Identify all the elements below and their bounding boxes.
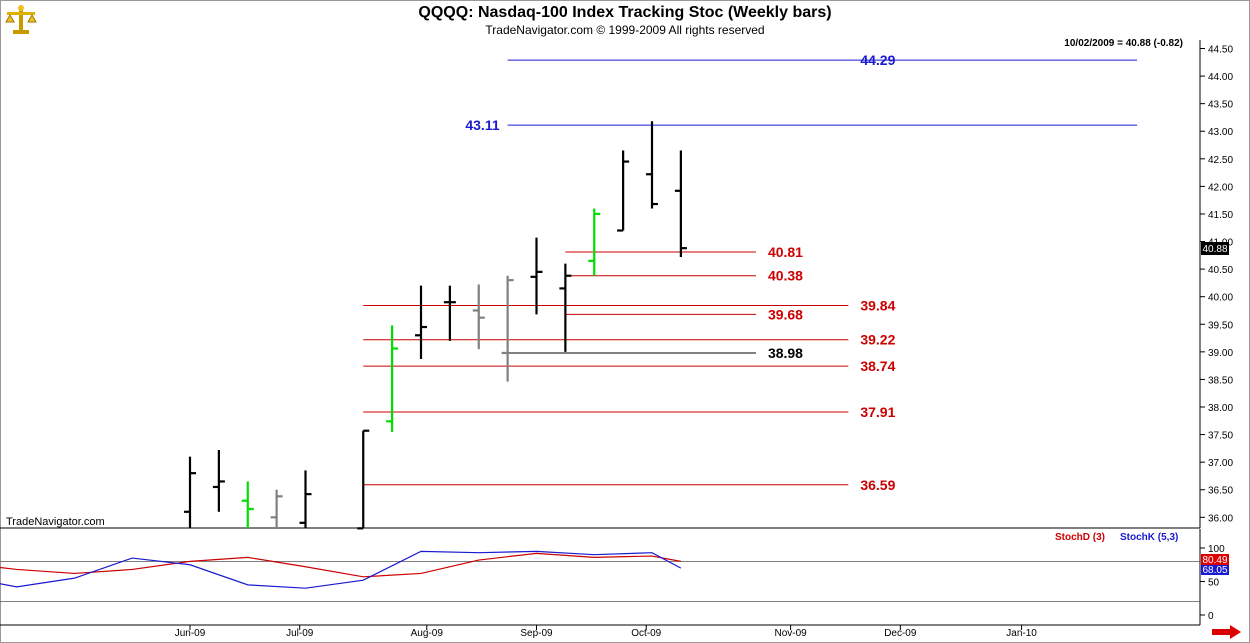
- stoch-series-line: [0, 552, 681, 578]
- last-bar-info: 10/02/2009 = 40.88 (-0.82): [1064, 38, 1183, 49]
- level-label-37.91: 37.91: [860, 404, 895, 420]
- level-label-40.81: 40.81: [768, 244, 803, 260]
- price-tick-label: 41.50: [1208, 210, 1233, 221]
- price-bar: [184, 456, 196, 528]
- price-bar: [472, 284, 485, 350]
- price-bar: [386, 325, 399, 432]
- level-lines: 44.29 43.11 40.81 40.38 39.84 39.68 39.22 38.98…: [363, 52, 1138, 493]
- price-bar: [241, 481, 254, 528]
- date-tick-label: Dec-09: [884, 628, 917, 639]
- scales-logo-icon: [5, 5, 37, 34]
- date-tick-label: Sep-09: [520, 628, 553, 639]
- chart-subtitle: TradeNavigator.com © 1999-2009 All right…: [485, 23, 765, 37]
- watermark: TradeNavigator.com: [6, 516, 105, 528]
- svg-text:68.05: 68.05: [1202, 565, 1227, 576]
- date-tick-label: Aug-09: [411, 628, 444, 639]
- price-tick-label: 37.00: [1208, 458, 1233, 469]
- price-bar: [530, 237, 543, 315]
- date-tick-label: Jul-09: [286, 628, 314, 639]
- price-tick-label: 39.50: [1208, 320, 1233, 331]
- price-tick-label: 44.50: [1208, 45, 1233, 56]
- price-tick-label: 36.50: [1208, 486, 1233, 497]
- stoch-k-legend: StochK (5,3): [1120, 532, 1179, 543]
- scroll-right-arrow-icon[interactable]: [1212, 625, 1242, 639]
- price-bars: [184, 121, 687, 530]
- level-label-38.74: 38.74: [860, 358, 895, 374]
- svg-text:40.88: 40.88: [1202, 244, 1227, 255]
- price-tick-label: 43.00: [1208, 127, 1233, 138]
- price-pane: 36.00 36.50 37.00 37.50 38.00 38.50 39.00 39.50…: [0, 40, 1233, 530]
- level-label-38.98: 38.98: [768, 345, 803, 361]
- date-axis: Jun-09 Jul-09 Aug-09 Sep-09 Oct-09 Nov-09 Dec-…: [175, 625, 1037, 639]
- date-tick-label: Oct-09: [631, 628, 661, 639]
- date-tick-label: Jan-10: [1006, 628, 1037, 639]
- stochastic-lines: [0, 550, 682, 589]
- date-tick-label: Jun-09: [175, 628, 206, 639]
- level-label-36.59: 36.59: [860, 477, 895, 493]
- level-label-40.38: 40.38: [768, 268, 803, 284]
- price-tick-label: 36.00: [1208, 513, 1233, 524]
- price-bar: [674, 150, 687, 257]
- stoch-tick-label: 0: [1208, 611, 1214, 622]
- price-bar: [588, 208, 601, 276]
- level-label-39.68: 39.68: [768, 306, 803, 322]
- price-bar: [357, 429, 370, 530]
- last-price-tag: 40.88: [1201, 242, 1229, 255]
- price-tick-label: 42.00: [1208, 182, 1233, 193]
- date-tick-label: Nov-09: [774, 628, 807, 639]
- price-tick-label: 38.50: [1208, 375, 1233, 386]
- price-tick-label: 40.00: [1208, 293, 1233, 304]
- price-tick-label: 43.50: [1208, 100, 1233, 111]
- price-bar: [646, 121, 658, 209]
- level-label-39.84: 39.84: [860, 298, 895, 314]
- price-bar: [270, 489, 283, 528]
- price-tick-label: 40.50: [1208, 265, 1233, 276]
- price-bar: [617, 150, 630, 232]
- price-bar: [415, 285, 427, 360]
- stochastic-pane: 0 50 100 80.49 68.05: [0, 529, 1229, 626]
- price-tick-label: 37.50: [1208, 431, 1233, 442]
- stoch-value-tags: 80.49 68.05: [1201, 554, 1229, 576]
- stoch-tick-label: 50: [1208, 578, 1220, 589]
- level-label-43.11: 43.11: [465, 117, 499, 133]
- price-axis: 36.00 36.50 37.00 37.50 38.00 38.50 39.00 39.50…: [1200, 45, 1233, 524]
- price-bar: [501, 275, 514, 382]
- level-label-44.29: 44.29: [860, 52, 895, 68]
- svg-text:80.49: 80.49: [1202, 555, 1227, 566]
- price-bar: [299, 470, 312, 528]
- chart-title: QQQQ: Nasdaq-100 Index Tracking Stoc (We…: [418, 4, 832, 21]
- price-tick-label: 42.50: [1208, 155, 1233, 166]
- price-bar: [443, 285, 456, 341]
- stoch-d-legend: StochD (3): [1055, 532, 1105, 543]
- price-bar: [559, 263, 572, 352]
- stoch-series-line: [0, 550, 682, 589]
- price-bar: [212, 450, 225, 512]
- stoch-tick-label: 100: [1208, 544, 1225, 555]
- stochastic-axis: 0 50 100: [1200, 544, 1225, 622]
- price-tick-label: 38.00: [1208, 403, 1233, 414]
- price-tick-label: 44.00: [1208, 72, 1233, 83]
- level-label-39.22: 39.22: [860, 332, 895, 348]
- price-tick-label: 39.00: [1208, 348, 1233, 359]
